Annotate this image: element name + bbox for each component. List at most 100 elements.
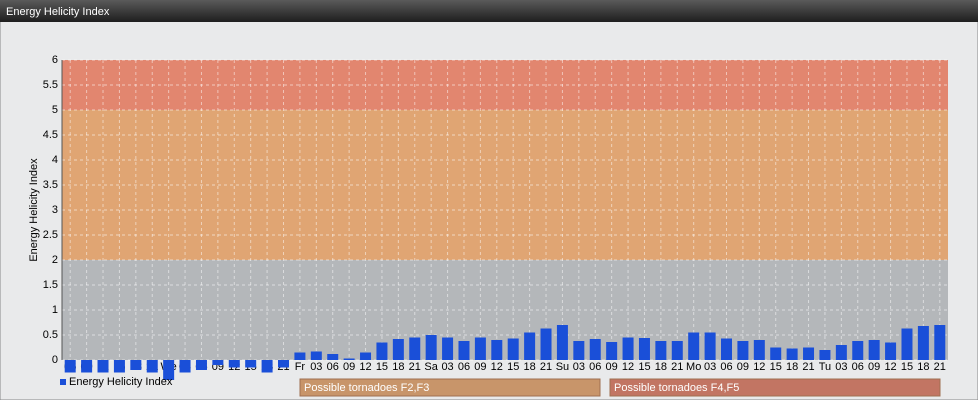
- bar: [540, 328, 552, 360]
- legend-label: Energy Helicity Index: [69, 376, 173, 388]
- x-tick-label: 06: [458, 361, 470, 373]
- x-tick-label: Fr: [295, 361, 306, 373]
- x-tick-label: 06: [852, 361, 864, 373]
- band-legend-label: Possible tornadoes F4,F5: [614, 382, 739, 394]
- bar: [261, 360, 273, 373]
- bar: [589, 339, 601, 360]
- x-tick-label: Su: [556, 361, 569, 373]
- bar: [704, 332, 716, 360]
- bar: [146, 360, 158, 373]
- x-tick-label: 09: [868, 361, 880, 373]
- x-tick-label: 21: [802, 361, 814, 373]
- x-tick-label: 06: [327, 361, 339, 373]
- bar: [392, 339, 404, 360]
- bar: [835, 345, 847, 360]
- bar: [688, 332, 700, 360]
- bar: [294, 352, 306, 360]
- bar: [425, 335, 437, 360]
- y-tick-label: 5.5: [43, 79, 58, 91]
- band-legend-label: Possible tornadoes F2,F3: [304, 382, 429, 394]
- bar: [179, 360, 191, 373]
- bar: [97, 360, 109, 373]
- x-tick-label: 21: [934, 361, 946, 373]
- x-tick-label: 15: [901, 361, 913, 373]
- y-tick-label: 1.5: [43, 279, 58, 291]
- y-tick-label: 6: [52, 54, 58, 66]
- y-tick-label: 4.5: [43, 129, 58, 141]
- bar: [343, 358, 355, 360]
- bar: [671, 341, 683, 360]
- y-tick-label: 2: [52, 254, 58, 266]
- bar: [130, 360, 142, 370]
- y-axis-label: Energy Helicity Index: [28, 158, 40, 262]
- bar: [901, 328, 913, 360]
- bar: [245, 360, 257, 368]
- bar: [638, 338, 650, 360]
- y-tick-label: 0.5: [43, 329, 58, 341]
- bar: [228, 360, 240, 368]
- title-bar: [0, 0, 978, 22]
- bar: [786, 348, 798, 360]
- x-tick-label: 03: [310, 361, 322, 373]
- x-tick-label: 09: [474, 361, 486, 373]
- bar: [327, 354, 339, 360]
- x-tick-label: 21: [409, 361, 421, 373]
- x-tick-label: 15: [507, 361, 519, 373]
- x-tick-label: 06: [720, 361, 732, 373]
- bar: [64, 360, 76, 373]
- x-tick-label: 12: [753, 361, 765, 373]
- bar: [442, 337, 454, 360]
- x-tick-label: 15: [770, 361, 782, 373]
- bar: [737, 341, 749, 360]
- x-tick-label: 09: [737, 361, 749, 373]
- bar: [573, 341, 585, 360]
- bar: [458, 341, 470, 360]
- y-tick-label: 3: [52, 204, 58, 216]
- bar: [556, 325, 568, 360]
- bar: [852, 341, 864, 360]
- x-tick-label: 21: [671, 361, 683, 373]
- x-tick-label: 18: [917, 361, 929, 373]
- y-tick-label: 3.5: [43, 179, 58, 191]
- bar: [753, 340, 765, 360]
- bar: [819, 350, 831, 360]
- x-tick-label: 09: [343, 361, 355, 373]
- bar: [81, 360, 93, 373]
- x-tick-label: 03: [573, 361, 585, 373]
- bar: [770, 347, 782, 360]
- bar: [917, 326, 929, 360]
- x-tick-label: 03: [704, 361, 716, 373]
- x-tick-label: 18: [523, 361, 535, 373]
- x-tick-label: 12: [622, 361, 634, 373]
- bar: [360, 352, 372, 360]
- x-tick-label: 06: [589, 361, 601, 373]
- bar: [655, 341, 667, 360]
- bar: [868, 340, 880, 360]
- x-tick-label: 15: [638, 361, 650, 373]
- x-tick-label: 18: [786, 361, 798, 373]
- legend-swatch: [60, 379, 66, 385]
- bar: [310, 351, 322, 360]
- bar: [606, 342, 618, 360]
- bar: [721, 338, 732, 360]
- chart-title: Energy Helicity Index: [6, 6, 110, 18]
- bar: [163, 360, 175, 380]
- bar: [474, 337, 486, 360]
- bar: [113, 360, 125, 373]
- x-tick-label: Mo: [686, 361, 701, 373]
- x-tick-label: Sa: [424, 361, 438, 373]
- x-tick-label: 15: [376, 361, 388, 373]
- band-legend-box: [609, 378, 941, 397]
- bar: [491, 340, 503, 360]
- x-tick-label: 03: [441, 361, 453, 373]
- bar: [212, 360, 224, 365]
- bar: [885, 342, 897, 360]
- bar: [507, 338, 519, 360]
- x-tick-label: 09: [606, 361, 618, 373]
- bar: [622, 337, 634, 360]
- x-tick-label: 18: [392, 361, 404, 373]
- x-tick-label: Tu: [819, 361, 831, 373]
- y-tick-label: 0: [52, 354, 58, 366]
- x-tick-label: 18: [655, 361, 667, 373]
